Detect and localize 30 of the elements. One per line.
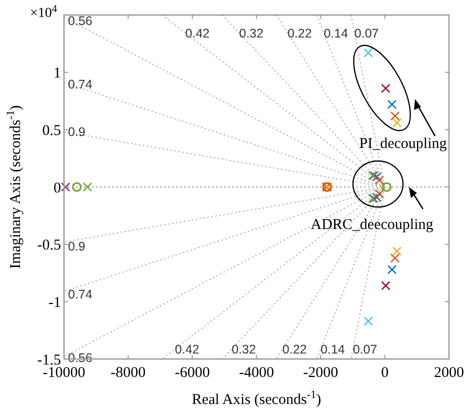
text: 0.32: [239, 26, 264, 40]
x-tick-label: -6000: [174, 365, 210, 381]
y-tick-label: 0: [54, 180, 61, 196]
y-tick-label: 0.5: [42, 122, 61, 139]
y-tick-label: -0.5: [37, 238, 61, 254]
series-label: 0.42: [174, 342, 200, 356]
x-tick-label: -8000: [110, 365, 146, 381]
annotation: PI_decoupling: [359, 136, 448, 152]
series-label: 0.14: [320, 342, 345, 356]
series-label: 0.74: [68, 77, 92, 92]
text: 0.22: [287, 26, 312, 40]
text: ×10$^{4}$: [30, 4, 58, 21]
text: 0.14: [324, 26, 348, 40]
x-axis-title: Real Axis (seconds$^{-1}$): [192, 389, 322, 408]
y-tick-label: 1: [54, 66, 61, 82]
series-label: 0.56: [68, 14, 92, 28]
series-label: 0.22: [282, 342, 307, 356]
series-label: 0.32: [232, 342, 256, 356]
text: 0.74: [68, 287, 92, 302]
text: 0.07: [354, 26, 379, 40]
series-label: 0.9: [68, 125, 86, 140]
text: 0.42: [185, 26, 210, 40]
x-tick-label: -2000: [303, 365, 338, 381]
x-tick-label: 2000: [434, 365, 464, 381]
x-tick-label: -4000: [239, 365, 274, 381]
x-tick-label: 0: [381, 365, 389, 381]
y-tick-label: -1: [48, 294, 61, 311]
series-label: 0.07: [352, 342, 378, 356]
text: 0.9: [68, 240, 86, 254]
annotation: ADRC_deecoupling: [310, 217, 434, 233]
